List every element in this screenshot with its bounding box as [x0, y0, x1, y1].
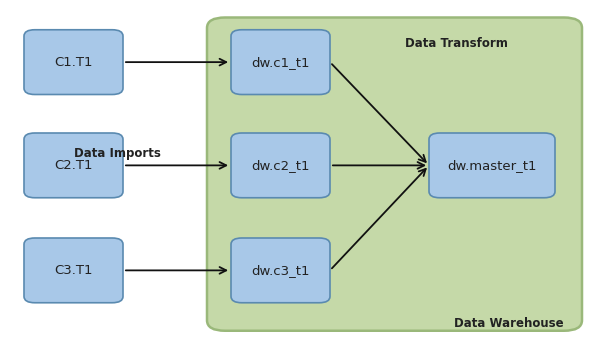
Text: C3.T1: C3.T1: [54, 264, 93, 277]
Text: C2.T1: C2.T1: [54, 159, 93, 172]
FancyBboxPatch shape: [24, 133, 123, 198]
Text: dw.c3_t1: dw.c3_t1: [251, 264, 310, 277]
FancyBboxPatch shape: [24, 238, 123, 303]
FancyBboxPatch shape: [24, 30, 123, 94]
Text: C1.T1: C1.T1: [54, 56, 93, 69]
Text: dw.c1_t1: dw.c1_t1: [251, 56, 310, 69]
FancyBboxPatch shape: [429, 133, 555, 198]
Text: Data Warehouse: Data Warehouse: [454, 317, 564, 330]
FancyBboxPatch shape: [207, 18, 582, 331]
Text: Data Transform: Data Transform: [404, 37, 508, 50]
Text: Data Imports: Data Imports: [74, 147, 160, 161]
Text: dw.master_t1: dw.master_t1: [447, 159, 537, 172]
FancyBboxPatch shape: [231, 238, 330, 303]
Text: dw.c2_t1: dw.c2_t1: [251, 159, 310, 172]
FancyBboxPatch shape: [231, 133, 330, 198]
FancyBboxPatch shape: [231, 30, 330, 94]
